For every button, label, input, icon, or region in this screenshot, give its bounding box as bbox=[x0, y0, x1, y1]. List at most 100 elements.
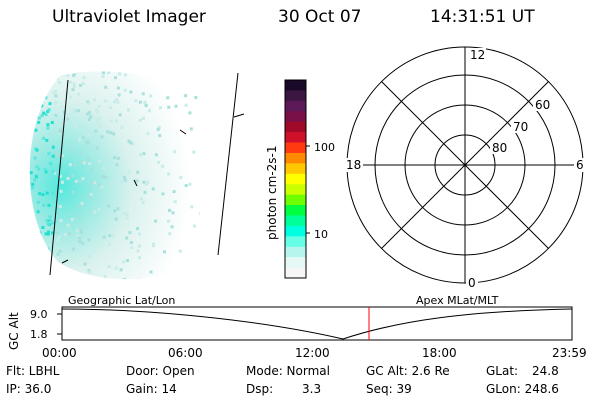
speckle-pixel bbox=[29, 232, 31, 236]
speckle-pixel bbox=[55, 152, 59, 156]
speckle-pixel bbox=[59, 189, 63, 193]
speckle-pixel bbox=[192, 150, 196, 154]
speckle-pixel bbox=[68, 115, 72, 119]
speckle-pixel bbox=[202, 77, 203, 81]
color-bar-segment bbox=[285, 257, 306, 269]
speckle-pixel bbox=[66, 223, 70, 227]
speckle-pixel bbox=[83, 262, 87, 266]
speckle-pixel bbox=[35, 256, 39, 260]
timeline-xtick-1800: 18:00 bbox=[422, 346, 457, 360]
polar-diagonal bbox=[381, 81, 549, 249]
colorbar-unit-label: photon cm-2s-1 bbox=[265, 146, 279, 241]
speckle-pixel bbox=[26, 162, 29, 165]
speckle-pixel bbox=[78, 217, 82, 220]
speckle-pixel bbox=[149, 270, 153, 274]
speckle-pixel bbox=[55, 76, 59, 80]
speckle-pixel bbox=[87, 102, 91, 106]
speckle-pixel bbox=[142, 152, 146, 156]
speckle-pixel bbox=[61, 266, 65, 270]
speckle-pixel bbox=[81, 177, 85, 180]
speckle-pixel bbox=[92, 98, 96, 102]
speckle-pixel bbox=[172, 190, 176, 194]
speckle-pixel bbox=[49, 72, 53, 76]
color-bar-segment bbox=[285, 90, 306, 102]
speckle-pixel bbox=[89, 115, 93, 119]
speckle-pixel bbox=[103, 275, 107, 278]
speckle-pixel bbox=[130, 246, 134, 250]
coastline-fragment bbox=[233, 113, 245, 118]
speckle-pixel bbox=[38, 231, 42, 235]
color-bar-segment bbox=[285, 163, 306, 175]
instrument-title: Ultraviolet Imager bbox=[52, 7, 206, 27]
speckle-pixel bbox=[46, 247, 50, 251]
speckle-pixel bbox=[26, 118, 29, 121]
speckle-pixel bbox=[136, 179, 140, 183]
speckle-pixel bbox=[58, 272, 62, 276]
speckle-pixel bbox=[73, 163, 77, 167]
speckle-pixel bbox=[154, 153, 158, 157]
speckle-pixel bbox=[111, 234, 114, 238]
speckle-pixel bbox=[35, 233, 39, 236]
speckle-pixel bbox=[108, 234, 112, 238]
speckle-pixel bbox=[97, 125, 101, 128]
speckle-pixel bbox=[33, 156, 37, 160]
speckle-pixel bbox=[79, 151, 83, 155]
coastline-fragment bbox=[61, 259, 69, 264]
speckle-pixel bbox=[157, 126, 161, 129]
speckle-pixel bbox=[29, 171, 33, 175]
speckle-pixel bbox=[37, 91, 41, 95]
image-disc bbox=[29, 71, 203, 280]
mlat-label-70: 70 bbox=[513, 120, 528, 134]
speckle-pixel bbox=[61, 72, 65, 76]
speckle-pixel bbox=[118, 113, 122, 117]
speckle-pixel bbox=[67, 232, 71, 236]
speckle-pixel bbox=[98, 159, 102, 163]
speckle-pixel bbox=[184, 184, 188, 187]
speckle-pixel bbox=[79, 231, 83, 235]
speckle-pixel bbox=[39, 264, 43, 268]
speckle-pixel bbox=[51, 231, 54, 235]
speckle-pixel bbox=[62, 275, 66, 279]
speckle-pixel bbox=[39, 261, 43, 265]
speckle-pixel bbox=[145, 182, 149, 186]
speckle-pixel bbox=[113, 156, 116, 160]
speckle-pixel bbox=[127, 108, 130, 112]
speckle-pixel bbox=[136, 227, 139, 231]
speckle-pixel bbox=[25, 136, 28, 139]
map-grid-line bbox=[49, 79, 69, 276]
speckle-pixel bbox=[146, 132, 150, 136]
colorbar-tick-10: 10 bbox=[314, 228, 328, 241]
speckle-pixel bbox=[51, 192, 55, 196]
speckle-pixel bbox=[122, 260, 126, 264]
speckle-pixel bbox=[57, 80, 61, 84]
speckle-pixel bbox=[31, 186, 35, 190]
speckle-pixel bbox=[100, 185, 104, 189]
speckle-pixel bbox=[131, 142, 135, 146]
speckle-pixel bbox=[95, 117, 98, 121]
speckle-pixel bbox=[102, 71, 105, 75]
speckle-pixel bbox=[69, 113, 73, 117]
speckle-pixel bbox=[35, 148, 39, 152]
speckle-pixel bbox=[42, 272, 46, 276]
speckle-pixel bbox=[36, 200, 40, 204]
speckle-pixel bbox=[107, 71, 111, 74]
timeline-ylabel: GC Alt bbox=[7, 312, 21, 350]
speckle-pixel bbox=[29, 249, 32, 253]
speckle-pixel bbox=[68, 163, 72, 167]
map-grid-line bbox=[217, 72, 239, 256]
speckle-pixel bbox=[48, 215, 52, 219]
speckle-pixel bbox=[188, 111, 192, 115]
timeline-left-title: Geographic Lat/Lon bbox=[68, 294, 175, 307]
speckle-pixel bbox=[37, 167, 41, 171]
speckle-pixel bbox=[109, 131, 113, 135]
speckle-pixel bbox=[30, 76, 34, 80]
status-dsp-value: 3.3 bbox=[302, 382, 322, 396]
speckle-pixel bbox=[29, 117, 33, 121]
speckle-pixel bbox=[40, 238, 44, 242]
speckle-pixel bbox=[143, 100, 147, 104]
speckle-pixel bbox=[40, 114, 44, 118]
speckle-pixel bbox=[40, 104, 44, 108]
mlt-label-12: 12 bbox=[470, 48, 485, 62]
speckle-pixel bbox=[94, 129, 98, 133]
status-ip: IP: 36.0 bbox=[6, 382, 52, 396]
